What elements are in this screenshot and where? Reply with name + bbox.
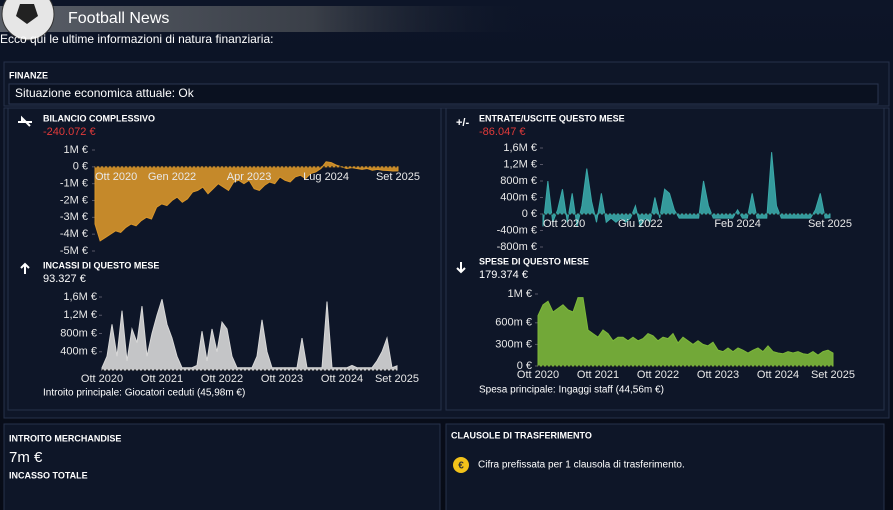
y-tick-label: 1,6M € xyxy=(503,142,537,154)
x-tick-label: Set 2025 xyxy=(375,373,419,385)
y-tick-label: 0 € xyxy=(73,161,88,173)
coin-symbol: € xyxy=(458,461,464,472)
status-text: Situazione economica attuale: Ok xyxy=(15,86,195,100)
x-tick-label: Ott 2020 xyxy=(81,373,123,385)
chart-footer: Spesa principale: Ingaggi staff (44,56m … xyxy=(479,385,664,396)
x-tick-label: Ott 2023 xyxy=(261,373,303,385)
y-tick-label: -400m € xyxy=(497,224,537,236)
y-tick-label: 300m € xyxy=(495,338,532,350)
y-tick-label: 800m € xyxy=(500,175,537,187)
chart-value: -240.072 € xyxy=(43,126,96,138)
merch-value: 7m € xyxy=(9,449,43,466)
subtitle: Ecco qui le ultime informazioni di natur… xyxy=(0,32,273,46)
merch-panel xyxy=(3,423,441,510)
y-tick-label: 400m € xyxy=(500,191,537,203)
x-tick-label: Apr 2023 xyxy=(227,171,272,183)
x-tick-label: Lug 2024 xyxy=(303,171,349,183)
x-tick-label: Set 2025 xyxy=(808,218,852,230)
y-tick-label: 800m € xyxy=(60,327,97,339)
y-tick-label: 0 € xyxy=(517,360,532,372)
area xyxy=(94,161,399,242)
coin-icon xyxy=(453,457,469,473)
chart-title: BILANCIO COMPLESSIVO xyxy=(43,113,155,123)
y-tick-label: -3M € xyxy=(60,211,88,223)
x-tick-label: Ott 2020 xyxy=(95,171,137,183)
chart-title: SPESE DI QUESTO MESE xyxy=(479,256,589,266)
x-tick-label: Ott 2021 xyxy=(577,369,619,381)
y-tick-label: -5M € xyxy=(60,245,88,257)
down-icon xyxy=(456,262,466,274)
y-tick-label: 1,2M € xyxy=(503,158,537,170)
x-tick-label: Ott 2020 xyxy=(517,369,559,381)
chart-title: INCASSI DI QUESTO MESE xyxy=(43,260,159,270)
header-bar xyxy=(0,6,893,32)
x-tick-label: Ott 2022 xyxy=(637,369,679,381)
clauses-text: Cifra prefissata per 1 clausola di trasf… xyxy=(478,460,685,471)
finance-label: FINANZE xyxy=(9,70,48,80)
y-tick-label: 0 € xyxy=(522,208,537,220)
y-tick-label: 1M € xyxy=(508,288,532,300)
merch-caption: INCASSO TOTALE xyxy=(9,470,88,480)
x-tick-label: Feb 2024 xyxy=(714,218,760,230)
x-tick-label: Set 2025 xyxy=(376,171,420,183)
x-tick-label: Ott 2020 xyxy=(543,218,585,230)
chart-value: -86.047 € xyxy=(479,126,525,138)
x-tick-label: Ott 2024 xyxy=(757,369,799,381)
area xyxy=(537,297,834,367)
left-box xyxy=(7,107,442,411)
header-title: Football News xyxy=(68,10,169,27)
right-box xyxy=(445,107,885,411)
balance-icon xyxy=(18,115,32,127)
status-row xyxy=(8,83,879,105)
plusminus-icon: +/- xyxy=(456,117,469,129)
merch-title: INTROITO MERCHANDISE xyxy=(9,433,121,443)
x-tick-label: Ott 2023 xyxy=(697,369,739,381)
y-tick-label: 600m € xyxy=(495,317,532,329)
up-icon xyxy=(20,262,30,274)
y-tick-label: 400m € xyxy=(60,346,97,358)
clauses-title: CLAUSOLE DI TRASFERIMENTO xyxy=(451,430,592,440)
y-tick-label: -4M € xyxy=(60,228,88,240)
y-tick-label: 1,2M € xyxy=(63,309,97,321)
y-tick-label: -1M € xyxy=(60,178,88,190)
x-tick-label: Ott 2021 xyxy=(141,373,183,385)
chart-title: ENTRATE/USCITE QUESTO MESE xyxy=(479,113,625,123)
x-tick-label: Gen 2022 xyxy=(148,171,196,183)
y-tick-label: -800m € xyxy=(497,241,537,253)
y-tick-label: 1M € xyxy=(64,144,88,156)
chart-footer: Introito principale: Giocatori ceduti (4… xyxy=(43,388,245,399)
ball-patch xyxy=(16,4,38,24)
y-tick-label: 1,6M € xyxy=(63,291,97,303)
x-tick-label: Ott 2024 xyxy=(321,373,363,385)
x-tick-label: Set 2025 xyxy=(811,369,855,381)
x-tick-label: Giu 2022 xyxy=(618,218,663,230)
y-tick-label: -2M € xyxy=(60,194,88,206)
chart-value: 93.327 € xyxy=(43,273,86,285)
clauses-panel xyxy=(445,423,885,510)
x-tick-label: Ott 2022 xyxy=(201,373,243,385)
area xyxy=(542,152,831,228)
area xyxy=(101,299,398,371)
chart-value: 179.374 € xyxy=(479,269,528,281)
